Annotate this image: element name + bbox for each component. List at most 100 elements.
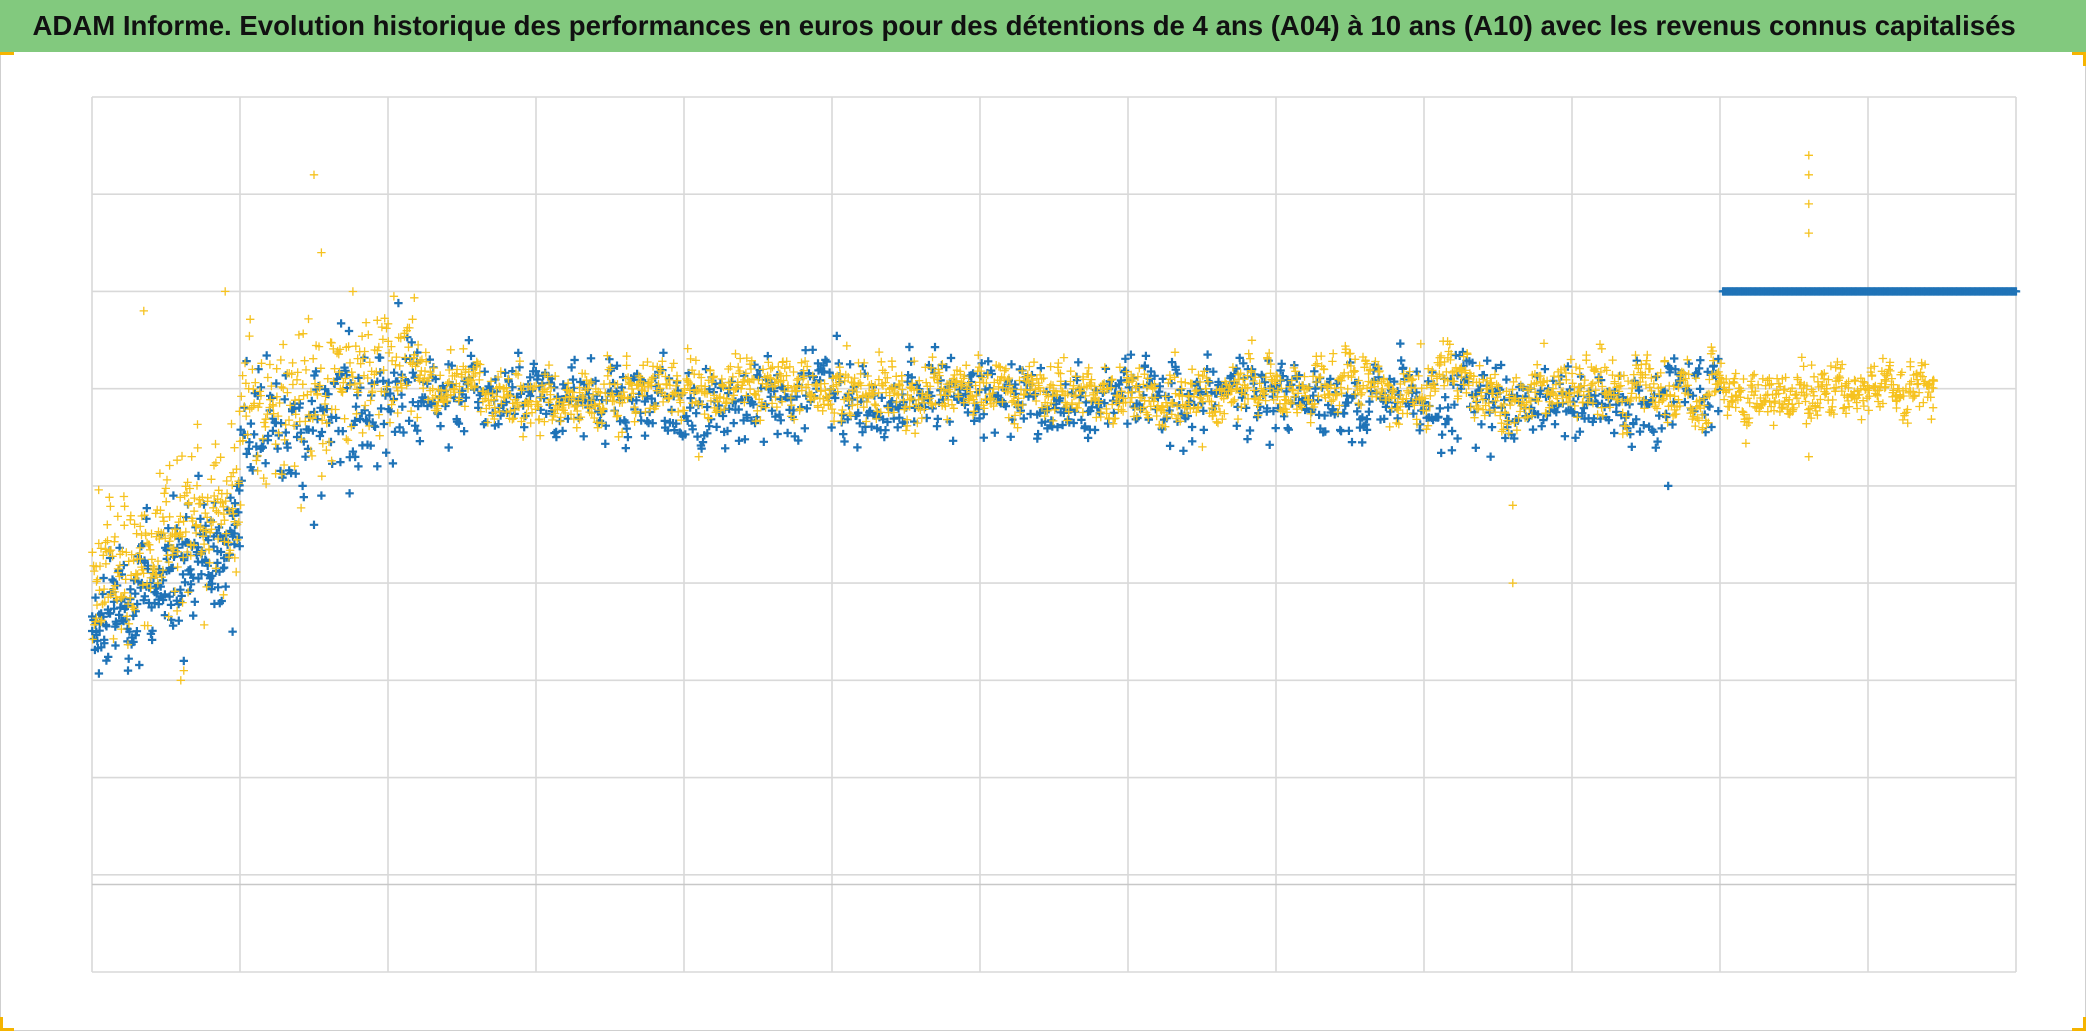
a10-point xyxy=(173,562,182,572)
a04-point xyxy=(1362,425,1372,435)
a10-point xyxy=(1674,383,1683,392)
a10-point xyxy=(1327,397,1336,406)
a10-point xyxy=(1347,373,1356,382)
a04-point xyxy=(1271,423,1280,433)
a10-point xyxy=(115,572,124,581)
a10-point xyxy=(922,378,931,387)
a10-point xyxy=(1297,403,1306,412)
a10-point xyxy=(181,527,190,537)
a10-point xyxy=(1240,399,1249,409)
a10-point xyxy=(1176,417,1185,426)
a10-point xyxy=(1170,373,1179,382)
a04-point xyxy=(1199,406,1208,415)
a10-point xyxy=(778,358,787,367)
a10-point xyxy=(907,393,916,403)
a10-point xyxy=(1474,404,1483,413)
a10-point xyxy=(1592,364,1601,373)
a04-point xyxy=(1443,403,1453,412)
a10-point xyxy=(994,362,1004,371)
a10-point xyxy=(1115,393,1124,402)
a04-point xyxy=(698,437,708,447)
a10-point xyxy=(253,451,262,461)
a10-point xyxy=(495,407,504,416)
a10-point xyxy=(824,401,833,410)
a04-point xyxy=(99,612,108,621)
a10-point xyxy=(1208,411,1218,420)
a10-point xyxy=(1819,374,1829,384)
a10-point xyxy=(205,558,214,567)
a04-point xyxy=(105,609,115,618)
a10-point xyxy=(782,357,791,366)
a10-point xyxy=(1672,409,1681,419)
a10-point xyxy=(249,384,258,394)
a10-point xyxy=(496,367,505,376)
a04-point xyxy=(180,578,190,587)
a10-point xyxy=(1508,385,1517,394)
a04-point xyxy=(531,367,541,376)
a10-point xyxy=(342,434,351,444)
a10-point xyxy=(745,385,755,394)
a10-point xyxy=(1056,377,1065,386)
a10-point xyxy=(1102,409,1111,418)
a10-point xyxy=(1681,382,1690,391)
a10-point xyxy=(222,489,232,498)
a10-point xyxy=(941,391,950,400)
a04-point xyxy=(501,397,511,407)
a10-point xyxy=(1402,394,1411,403)
a10-point xyxy=(146,583,155,593)
a04-point xyxy=(1011,380,1020,389)
a10-point xyxy=(126,593,135,602)
a10-point xyxy=(1623,428,1632,437)
a10-point xyxy=(92,600,102,610)
a04-point xyxy=(1703,367,1712,376)
a10-point xyxy=(926,363,936,372)
a10-point xyxy=(240,402,249,411)
a10-point xyxy=(1009,396,1018,405)
a10-point xyxy=(105,493,114,502)
a04-point xyxy=(933,414,942,424)
a10-point xyxy=(980,404,989,413)
a10-point xyxy=(1271,379,1280,388)
a10-point xyxy=(1840,403,1849,412)
a10-point xyxy=(476,360,485,369)
a10-point xyxy=(803,380,813,389)
a10-point xyxy=(340,414,349,423)
a10-point xyxy=(1414,371,1423,381)
a10-point xyxy=(338,388,347,397)
a10-point xyxy=(594,387,603,396)
a10-point xyxy=(265,360,275,369)
a10-point xyxy=(413,340,423,350)
a10-point xyxy=(1829,409,1838,419)
a10-point xyxy=(273,411,283,421)
a04-point xyxy=(705,385,714,394)
a10-point xyxy=(1844,402,1854,411)
a10-point xyxy=(1198,442,1207,452)
a10-point xyxy=(1182,409,1192,418)
a04-point xyxy=(135,660,144,670)
a04-point xyxy=(207,579,217,588)
a10-point xyxy=(1106,383,1116,392)
a10-point xyxy=(1422,406,1431,416)
a10-point xyxy=(1499,425,1508,434)
a04-point xyxy=(553,392,562,401)
a10-point xyxy=(1237,388,1246,397)
a10-point xyxy=(443,396,452,406)
a04-point xyxy=(672,419,681,428)
a10-point xyxy=(1249,386,1259,395)
a04-point xyxy=(168,563,177,572)
a04-point xyxy=(858,428,867,437)
a10-point xyxy=(374,410,384,419)
a04-point xyxy=(1016,406,1025,415)
a04-point xyxy=(1714,406,1723,416)
a10-point xyxy=(1269,387,1278,397)
a04-point xyxy=(853,443,862,452)
a10-point xyxy=(321,392,330,401)
a10-point xyxy=(1859,401,1869,411)
a10-point xyxy=(1691,374,1701,383)
a10-point xyxy=(672,371,682,380)
a10-point xyxy=(1716,359,1726,368)
a04-point xyxy=(204,536,213,545)
a10-point xyxy=(1533,360,1542,369)
a10-point xyxy=(742,353,751,363)
a10-point xyxy=(1246,354,1255,363)
